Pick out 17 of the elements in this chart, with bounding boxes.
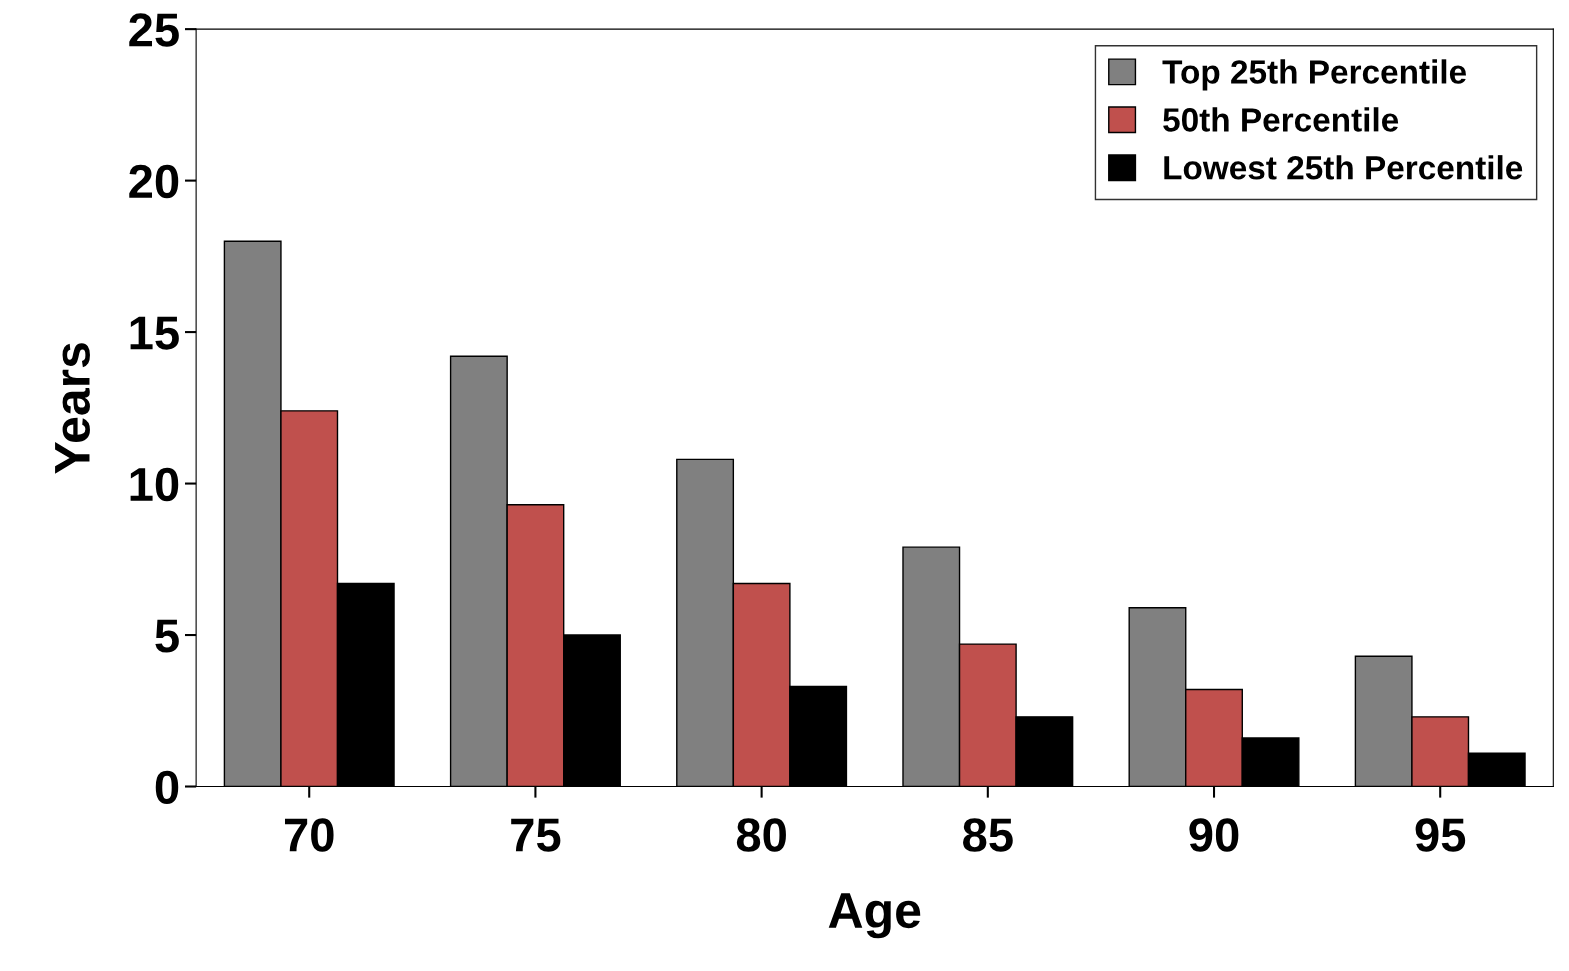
legend-label: Top 25th Percentile bbox=[1162, 59, 1466, 91]
x-tick-label: 80 bbox=[736, 818, 786, 852]
y-tick-label: 25 bbox=[129, 13, 179, 47]
y-tick-label: 20 bbox=[129, 164, 179, 199]
y-tick-label: 15 bbox=[130, 316, 179, 350]
x-tick-label: 75 bbox=[511, 818, 561, 852]
x-tick-label: 85 bbox=[963, 818, 1013, 852]
y-tick-label: 0 bbox=[155, 770, 179, 805]
legend-label: 50th Percentile bbox=[1163, 107, 1399, 132]
y-tick-label: 5 bbox=[155, 619, 179, 653]
x-tick-label: 95 bbox=[1415, 818, 1466, 852]
x-axis-title: Age bbox=[828, 893, 921, 939]
y-axis-title: Years bbox=[55, 343, 90, 474]
legend-label: Lowest 25th Percentile bbox=[1164, 155, 1523, 180]
x-tick-label: 90 bbox=[1189, 818, 1239, 852]
x-tick-label: 70 bbox=[284, 818, 334, 852]
y-tick-label: 10 bbox=[130, 467, 179, 502]
